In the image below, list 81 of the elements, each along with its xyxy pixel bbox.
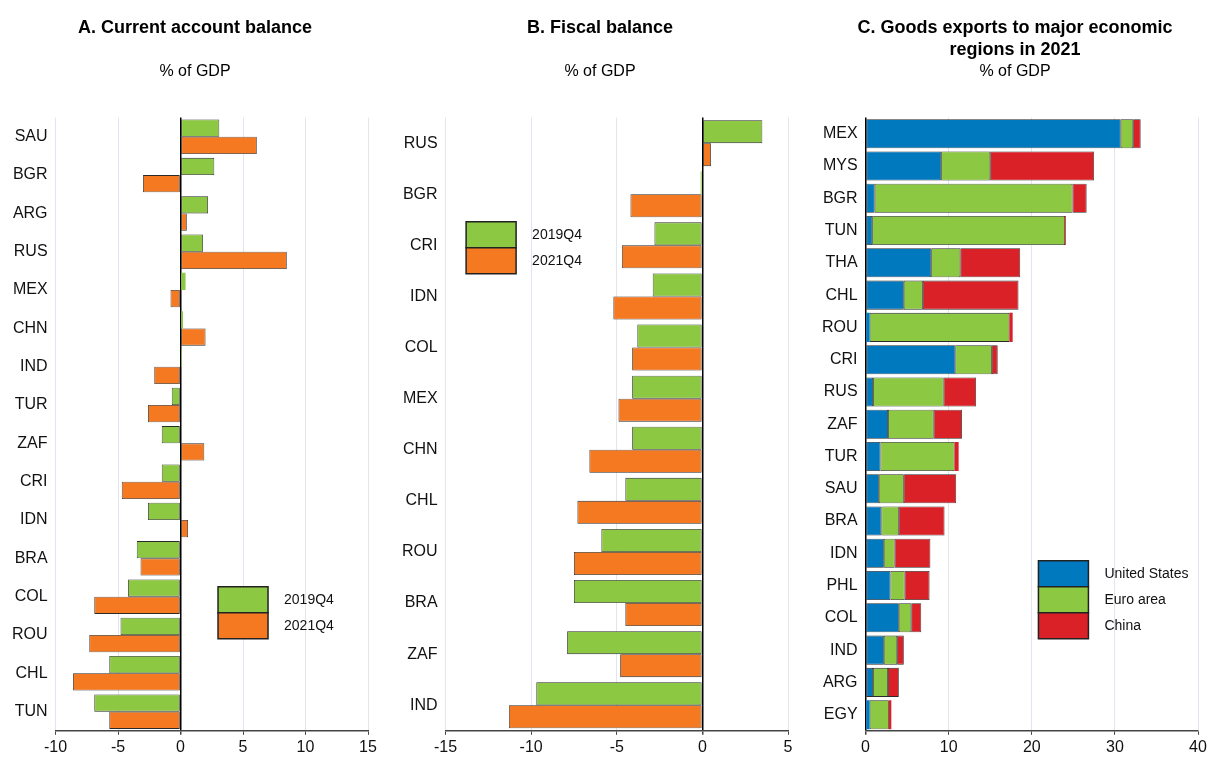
x-tick-label: 10 <box>296 737 315 755</box>
y-tick-label: CHN <box>12 318 48 336</box>
legend-label: Euro area <box>1104 590 1167 607</box>
x-tick-label: 0 <box>697 737 707 755</box>
x-tick-label: 0 <box>176 737 186 755</box>
legend-label: 2019Q4 <box>532 225 583 242</box>
y-tick-label: RUS <box>13 242 48 260</box>
y-tick-label: CHL <box>405 491 438 509</box>
y-tick-label: IND <box>19 357 48 375</box>
y-tick-label: ARG <box>12 203 48 221</box>
x-tick-label: -10 <box>43 737 68 755</box>
y-tick-label: MEX <box>822 124 858 142</box>
x-tick-label: -5 <box>609 737 624 755</box>
y-tick-label: CRI <box>829 350 858 368</box>
y-tick-label: ZAF <box>407 644 438 662</box>
y-tick-label: CRI <box>409 235 438 253</box>
x-tick-label: -5 <box>110 737 126 755</box>
y-tick-label: IDN <box>19 510 48 528</box>
chart-title: A. Current account balance <box>76 16 314 38</box>
chart-title: C. Goods exports to major economic regions in 2021 <box>856 16 1174 60</box>
y-tick-label: CHL <box>15 663 48 681</box>
x-tick-label: 20 <box>1022 737 1041 755</box>
x-tick-label: 40 <box>1189 737 1207 755</box>
y-tick-label: CHN <box>402 440 438 458</box>
x-tick-label: 5 <box>238 737 248 755</box>
bar <box>866 700 870 730</box>
y-tick-label: BRA <box>14 548 48 566</box>
y-tick-label: COL <box>404 337 438 355</box>
y-tick-label: SAU <box>14 127 48 145</box>
y-tick-label: BGR <box>822 188 858 206</box>
y-tick-label: CHL <box>825 285 858 303</box>
chart-subtitle: % of GDP <box>563 62 637 80</box>
y-tick-label: CRI <box>19 472 48 490</box>
bar <box>1009 312 1013 342</box>
y-tick-label: MEX <box>402 389 438 407</box>
y-tick-label: THA <box>825 253 858 271</box>
x-tick-label: 15 <box>359 737 377 755</box>
y-tick-label: MYS <box>822 156 858 174</box>
y-tick-label: RUS <box>403 133 438 151</box>
y-tick-label: BGR <box>402 184 438 202</box>
y-tick-label: TUN <box>14 702 48 720</box>
y-tick-label: ROU <box>401 542 438 560</box>
y-tick-label: IDN <box>829 543 858 561</box>
bar <box>954 441 959 471</box>
y-tick-label: ZAF <box>827 414 858 432</box>
y-tick-label: SAU <box>824 479 858 497</box>
y-tick-label: ARG <box>822 672 858 690</box>
y-tick-label: TUR <box>824 446 858 464</box>
legend-label: 2019Q4 <box>284 590 335 607</box>
y-tick-label: ZAF <box>17 433 48 451</box>
y-tick-label: PHL <box>826 575 858 593</box>
x-tick-label: -10 <box>519 737 543 755</box>
bar <box>181 272 186 291</box>
y-tick-label: COL <box>824 608 858 626</box>
y-tick-label: MEX <box>12 280 48 298</box>
y-tick-label: IND <box>409 695 438 713</box>
legend-label: United States <box>1104 564 1189 581</box>
y-tick-label: BGR <box>12 165 48 183</box>
y-tick-label: BRA <box>404 593 438 611</box>
y-tick-label: IDN <box>409 286 438 304</box>
legend-label: 2021Q4 <box>284 616 335 633</box>
y-tick-label: RUS <box>823 382 858 400</box>
chart-subtitle: % of GDP <box>158 62 232 80</box>
x-tick-label: 0 <box>861 737 871 755</box>
y-tick-label: IND <box>829 640 858 658</box>
x-tick-label: 30 <box>1105 737 1124 755</box>
legend-label: China <box>1104 616 1142 633</box>
y-tick-label: ROU <box>821 317 858 335</box>
legend-label: 2021Q4 <box>532 251 583 268</box>
y-tick-label: ROU <box>11 625 48 643</box>
y-tick-label: EGY <box>823 705 858 723</box>
y-tick-label: TUR <box>14 395 48 413</box>
y-tick-label: COL <box>14 587 48 605</box>
chart-title: B. Fiscal balance <box>525 16 675 38</box>
chart-subtitle: % of GDP <box>978 62 1052 80</box>
y-tick-label: TUN <box>824 220 858 238</box>
bar <box>866 312 870 342</box>
y-tick-label: BRA <box>824 511 858 529</box>
x-tick-label: -15 <box>433 737 458 755</box>
x-tick-label: 10 <box>939 737 958 755</box>
x-tick-label: 5 <box>783 737 793 755</box>
